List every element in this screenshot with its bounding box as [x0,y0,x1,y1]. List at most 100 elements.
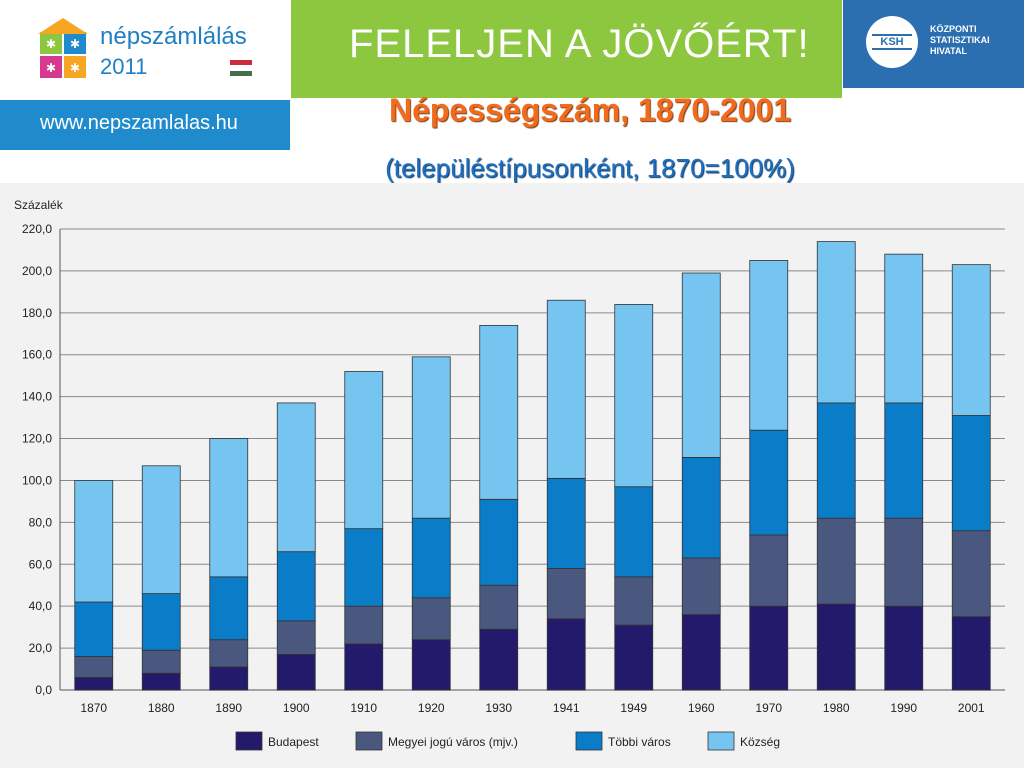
hungarian-flag-icon [230,60,252,76]
x-tick-label: 1930 [485,701,512,715]
y-tick-label: 100,0 [22,473,52,487]
y-tick-label: 200,0 [22,264,52,278]
x-tick-label: 1880 [148,701,175,715]
bar-segment [681,557,721,615]
bar-segment [479,324,519,500]
legend-label: Község [740,735,780,749]
bar-segment [749,534,789,607]
bar-segment [479,584,519,630]
svg-text:✱: ✱ [70,37,80,51]
bar-segment [276,653,316,691]
svg-text:✱: ✱ [46,37,56,51]
census-logo-area: ✱ ✱ ✱ ✱ [0,0,290,100]
bar-segment [209,666,249,691]
x-tick-label: 1900 [283,701,310,715]
bar-segment [276,551,316,622]
y-axis-label: Százalék [14,198,64,212]
x-tick-label: 2001 [958,701,985,715]
bar-segment [344,528,384,607]
bar-segment [344,371,384,530]
bar-segment [74,656,114,678]
bar-segment [884,402,924,519]
bar-segment [749,260,789,431]
x-tick-label: 1960 [688,701,715,715]
bar-segment [141,649,181,674]
y-tick-label: 160,0 [22,348,52,362]
bar-segment [614,486,654,578]
bar-segment [344,643,384,691]
legend-label: Budapest [268,735,319,749]
y-tick-label: 120,0 [22,432,52,446]
legend-swatch [235,731,263,751]
bar-segment [276,620,316,655]
bar-segment [884,605,924,691]
bar-segment [411,597,451,641]
ksh-logo-abbr: KSH [872,34,912,50]
bar-segment [344,605,384,645]
bar-segment [411,356,451,519]
bar-segment [141,672,181,691]
y-tick-label: 60,0 [29,557,53,571]
bar-segment [74,677,114,691]
bar-segment [816,603,856,691]
slogan-banner [291,0,842,98]
bar-segment [951,415,991,532]
svg-text:✱: ✱ [46,61,56,75]
x-tick-label: 1920 [418,701,445,715]
bar-segment [546,618,586,691]
x-tick-label: 1890 [215,701,242,715]
legend-swatch [575,731,603,751]
x-tick-label: 1980 [823,701,850,715]
bar-segment [749,429,789,536]
bar-segment [681,272,721,458]
chart-subtitle: (településtípusonként, 1870=100%) [385,153,795,183]
bar-segment [749,605,789,691]
bar-segment [276,402,316,553]
website-url: www.nepszamlalas.hu [40,112,238,134]
y-tick-label: 140,0 [22,390,52,404]
ksh-name: KÖZPONTI STATISZTIKAI HIVATAL [930,24,990,56]
y-tick-label: 80,0 [29,515,53,529]
bar-segment [209,639,249,668]
bar-segment [74,480,114,603]
x-tick-label: 1870 [80,701,107,715]
slogan-text: FELELJEN A JÖVŐÉRT! [349,22,810,66]
bar-segment [884,517,924,607]
y-tick-label: 40,0 [29,599,53,613]
legend-swatch [707,731,735,751]
url-banner [0,100,290,150]
legend-label: Megyei jogú város (mjv.) [388,735,518,749]
stacked-bar-chart: Százalék 0,0 20,0 40,0 60,0 80,0 100,0 120,0 14… [0,183,1024,768]
bar-segment [546,477,586,569]
census-logo-year: 2011 [100,54,148,79]
x-tick-label: 1990 [890,701,917,715]
bar-segment [681,457,721,559]
legend-swatch [355,731,383,751]
ksh-logo-icon [866,16,918,68]
bar-segment [141,465,181,595]
bar-segment [951,530,991,618]
x-tick-label: 1949 [620,701,647,715]
bar-segment [479,498,519,586]
bar-segment [951,264,991,416]
x-tick-label: 1970 [755,701,782,715]
bar-segment [479,628,519,691]
census-logo-icon: ✱ ✱ ✱ ✱ [38,18,88,78]
y-tick-label: 180,0 [22,306,52,320]
bar-segment [884,253,924,404]
bar-segment [209,438,249,578]
bar-segment [816,517,856,605]
bar-segment [546,568,586,620]
bar-segment [681,614,721,691]
bar-segment [816,241,856,404]
y-tick-label: 0,0 [35,683,52,697]
bar-segment [614,576,654,626]
bar-segment [411,517,451,599]
y-tick-label: 220,0 [22,222,52,236]
bar-segment [209,576,249,641]
bar-segment [141,593,181,651]
bar-segment [411,639,451,691]
bar-segment [546,299,586,479]
bar-segment [614,624,654,691]
legend-label: Többi város [608,735,671,749]
